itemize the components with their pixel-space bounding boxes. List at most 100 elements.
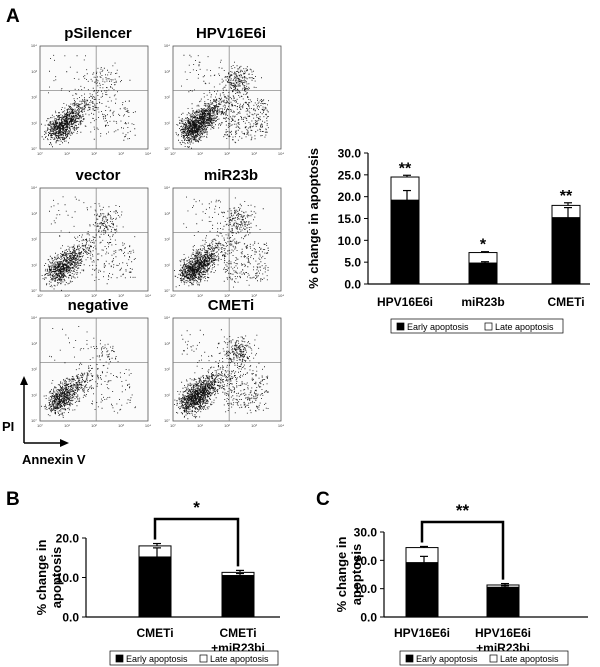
- flow-x-tick: 10°: [37, 423, 43, 428]
- legend: Early apoptosis Late apoptosis: [109, 650, 279, 666]
- flow-x-tick: 10⁴: [278, 293, 284, 298]
- flow-y-tick: 10°: [164, 146, 170, 151]
- legend-swatch-early: [396, 322, 405, 331]
- bar-early-apoptosis: [138, 556, 172, 618]
- bar-group: [138, 542, 172, 618]
- significance-marker: **: [399, 160, 412, 177]
- bar-group: [405, 545, 439, 618]
- flow-x-tick: 10°: [170, 151, 176, 156]
- legend-label-early: Early apoptosis: [126, 654, 188, 664]
- flow-plot-frame: [39, 187, 149, 292]
- flow-y-tick: 10³: [31, 211, 37, 216]
- flow-y-tick: 10⁴: [31, 43, 37, 48]
- flow-y-tick: 10³: [164, 341, 170, 346]
- category-label: CMETi: [136, 626, 173, 640]
- y-axis-label-line: % change in: [334, 537, 349, 613]
- flow-x-tick: 10¹: [197, 293, 203, 298]
- chart-a: 0.0 5.0 10.0 15.0 20.0 25.0 30.0 % change in ap…: [306, 147, 590, 334]
- legend-box: [399, 650, 569, 666]
- legend-label-late: Late apoptosis: [210, 654, 269, 664]
- y-tick-label: 0.0: [360, 611, 377, 625]
- flow-y-tick: 10³: [31, 341, 37, 346]
- flow-plot-title: HPV16E6i: [196, 25, 266, 42]
- flow-y-tick: 10⁴: [164, 315, 170, 320]
- bar-group: [486, 582, 520, 618]
- legend-box: [109, 650, 279, 666]
- flow-y-tick: 10°: [31, 288, 37, 293]
- flow-plot: miR23b 10°10° 10¹ 10¹ 10² 10² 10³ 10³ 10⁴ 10⁴: [164, 167, 285, 298]
- flow-y-tick: 10°: [31, 418, 37, 423]
- flow-x-tick: 10⁴: [278, 423, 284, 428]
- flow-x-tick: 10³: [251, 423, 257, 428]
- legend-swatch-early: [115, 654, 124, 663]
- flow-plot-title: negative: [68, 297, 129, 314]
- bar-early-apoptosis: [221, 575, 255, 618]
- flow-x-tick: 10°: [37, 293, 43, 298]
- bar-early-apoptosis: [390, 199, 420, 285]
- flow-y-tick: 10⁴: [31, 315, 37, 320]
- flow-cytometry-plots: pSilencer10°10°10¹10¹10²10²10³10³10⁴10⁴H…: [31, 25, 285, 428]
- y-tick-label: 15.0: [338, 212, 362, 226]
- panel-label-b: B: [6, 489, 20, 510]
- y-tick-label: 10.0: [354, 582, 378, 596]
- y-tick-label: 20.0: [354, 554, 378, 568]
- flow-axes-indicator: PI Annexin V: [2, 376, 86, 467]
- y-axis-label: % change in apoptosis: [306, 148, 321, 289]
- bar-late-apoptosis: [551, 204, 581, 219]
- bar-group: [221, 569, 255, 618]
- bar-early-apoptosis: [468, 262, 498, 285]
- flow-plot: negative 10°10° 10¹ 10¹ 10² 10² 10³ 10³ 10⁴ 10⁴: [31, 297, 152, 428]
- y-tick-label: 0.0: [344, 278, 361, 292]
- bar-group: [390, 174, 420, 285]
- pi-arrowhead-icon: [20, 376, 28, 385]
- flow-plot-title: CMETi: [208, 297, 254, 314]
- flow-x-tick: 10¹: [64, 151, 70, 156]
- comparison-marker: *: [193, 498, 200, 517]
- legend-label-early: Early apoptosis: [407, 322, 469, 332]
- y-axis-label: % change inapoptosis: [334, 537, 364, 613]
- flow-x-tick: 10¹: [197, 151, 203, 156]
- flow-x-tick: 10⁴: [145, 293, 151, 298]
- flow-y-tick: 10⁴: [164, 185, 170, 190]
- y-tick-label: 10.0: [338, 234, 362, 248]
- bar-early-apoptosis: [486, 586, 520, 618]
- flow-y-tick: 10¹: [31, 120, 37, 125]
- flow-x-tick: 10³: [118, 293, 124, 298]
- flow-x-tick: 10°: [37, 151, 43, 156]
- flow-x-tick: 10²: [91, 293, 97, 298]
- legend-label-early: Early apoptosis: [416, 654, 478, 664]
- y-tick-label: 20.0: [56, 532, 80, 546]
- bar-group: [551, 202, 581, 285]
- flow-x-tick: 10°: [170, 423, 176, 428]
- legend-swatch-late: [489, 654, 498, 663]
- y-tick-label: 30.0: [354, 526, 378, 540]
- flow-x-tick: 10¹: [197, 423, 203, 428]
- bar-late-apoptosis: [138, 545, 172, 558]
- legend-label-late: Late apoptosis: [500, 654, 559, 664]
- flow-y-axis-label: PI: [2, 419, 14, 434]
- flow-plot-title: miR23b: [204, 167, 258, 184]
- y-axis-label-line: apoptosis: [349, 544, 364, 605]
- y-tick-label: 0.0: [62, 611, 79, 625]
- bar-late-apoptosis: [468, 252, 498, 264]
- category-label: CMETi: [547, 295, 584, 309]
- panel-label-c: C: [316, 489, 330, 510]
- y-axis-label-line: % change in: [34, 540, 49, 616]
- y-tick-label: 20.0: [338, 190, 362, 204]
- category-label: HPV16E6i: [475, 626, 531, 640]
- significance-marker: *: [480, 237, 487, 254]
- flow-x-tick: 10²: [224, 293, 230, 298]
- flow-x-axis-label: Annexin V: [22, 452, 86, 467]
- flow-x-tick: 10¹: [64, 423, 70, 428]
- flow-x-tick: 10²: [91, 423, 97, 428]
- chart-c: 0.010.020.030.0% change inapoptosisHPV16…: [334, 501, 588, 666]
- category-label: HPV16E6i: [377, 295, 433, 309]
- comparison-marker: **: [456, 501, 470, 520]
- flow-y-tick: 10²: [31, 367, 37, 372]
- flow-y-tick: 10³: [31, 69, 37, 74]
- flow-y-tick: 10³: [164, 211, 170, 216]
- flow-x-tick: 10³: [118, 423, 124, 428]
- category-label: CMETi: [219, 626, 256, 640]
- bar-early-apoptosis: [405, 562, 439, 618]
